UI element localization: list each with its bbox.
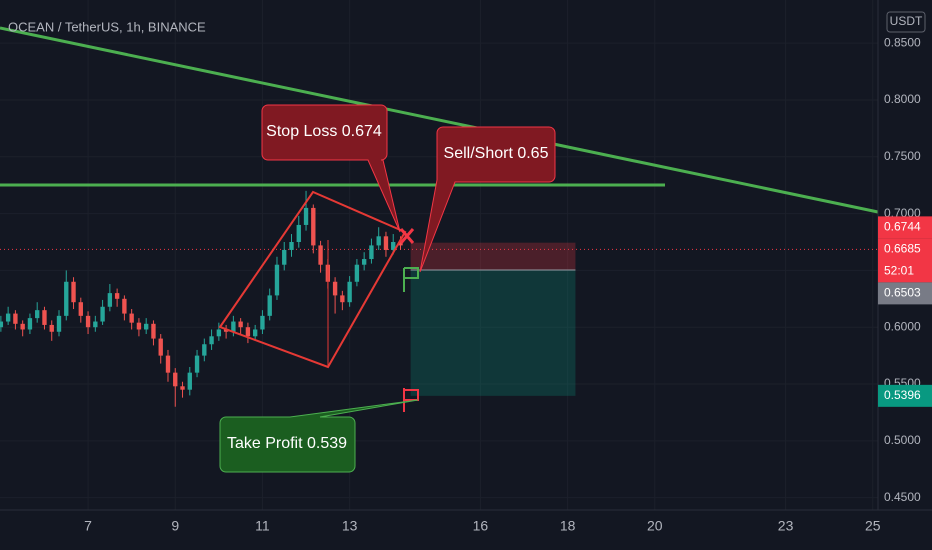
price-label-bg [878,216,932,239]
candle-body [78,302,83,316]
candle-body [151,323,156,339]
x-tick-label: 9 [171,518,179,534]
candle-body [144,323,149,330]
candle-body [296,224,301,242]
x-tick-label: 25 [865,518,881,534]
candle-body [223,329,229,332]
candle-body [354,264,360,282]
candle-body [136,322,142,330]
price-label-bg [878,238,932,283]
callout-box [261,104,401,233]
candle-body [303,207,309,225]
candle-body [122,298,127,314]
candle-body [267,295,272,316]
x-tick-label: 20 [647,518,663,534]
candle-body [194,355,200,373]
candle-body [311,207,316,246]
candle-body [93,321,98,328]
candle-body [64,281,69,316]
candle-body [245,327,251,337]
y-tick-label: 0.8500 [884,35,921,49]
candle-body [347,281,352,303]
candle-body [318,245,323,265]
candle-body [369,245,374,260]
candle-body [49,324,54,332]
entry-flag [403,267,419,292]
candle-body [376,236,381,246]
stop-zone [410,242,576,271]
candle-body [129,313,134,323]
x-tick-label: 18 [560,518,576,534]
y-tick-label: 0.8000 [884,92,921,106]
candle-body [383,236,389,250]
x-tick-label: 23 [778,518,794,534]
candle-body [398,241,403,246]
candle-body [13,313,18,324]
candle-body [231,321,236,332]
trend-line [0,26,879,214]
stop-marker [399,228,415,244]
candle-body [27,318,33,330]
candle-body [274,264,280,296]
candle-body [56,315,62,332]
callout-box [219,399,419,473]
candle-body [5,313,11,322]
y-tick-label: 0.6000 [884,319,921,333]
x-tick-label: 13 [342,518,358,534]
target-flag [403,388,419,412]
price-label-bg [878,384,932,407]
y-tick-label: 0.5000 [884,433,921,447]
candle-body [202,344,207,356]
candle-body [391,241,396,250]
candle-body [114,293,120,299]
candle-body [71,281,76,303]
candle-body [100,306,105,322]
annotation: Take Profit 0.539 [227,435,347,452]
price-label: 0.6685 [884,242,921,256]
annotation: Stop Loss 0.674 [266,123,382,140]
candle-body [0,321,4,328]
x-tick-label: 7 [84,518,92,534]
y-tick-label: 0.7000 [884,206,921,220]
candle-body [158,338,163,356]
plot [0,190,878,407]
countdown: 52:01 [884,264,914,278]
candle-body [35,310,40,319]
candle-body [332,281,338,296]
currency[interactable]: USDT [890,14,923,28]
candle-body [20,323,25,330]
price-label: 0.6503 [884,286,921,300]
candle-body [238,321,243,328]
x-tick-label: 16 [473,518,489,534]
candle-body [260,315,265,330]
candle-body [209,336,214,345]
callout-box [419,126,556,273]
annotation: Sell/Short 0.65 [444,145,549,162]
candle-body [180,386,185,390]
axis-labels: 0.45000.50000.55000.60000.65000.70000.75… [84,35,932,534]
chart-title: OCEAN / TetherUS, 1h, BINANCE [8,19,206,34]
drawings: Stop Loss 0.674 Sell/Short 0.65 Take Pro… [0,26,879,473]
candle-body [85,315,91,328]
candle-body [252,329,258,337]
candle-body [361,259,367,265]
candle-body [282,249,287,265]
price-label: 0.5396 [884,388,921,402]
currency-button[interactable] [886,11,926,33]
candle-body [216,329,222,337]
candle-body [42,310,47,325]
x-tick-label: 11 [255,518,270,534]
y-tick-label: 0.4500 [884,490,921,504]
price-label: 0.6744 [884,220,921,234]
candle-body [173,372,178,387]
candle-body [289,241,294,250]
target-zone [410,270,576,396]
candle-body [187,372,192,390]
y-tick-label: 0.7500 [884,149,921,163]
price-label-bg [878,282,932,305]
candle-body [165,355,171,373]
candle-body [107,293,113,307]
candle-body [340,295,345,303]
